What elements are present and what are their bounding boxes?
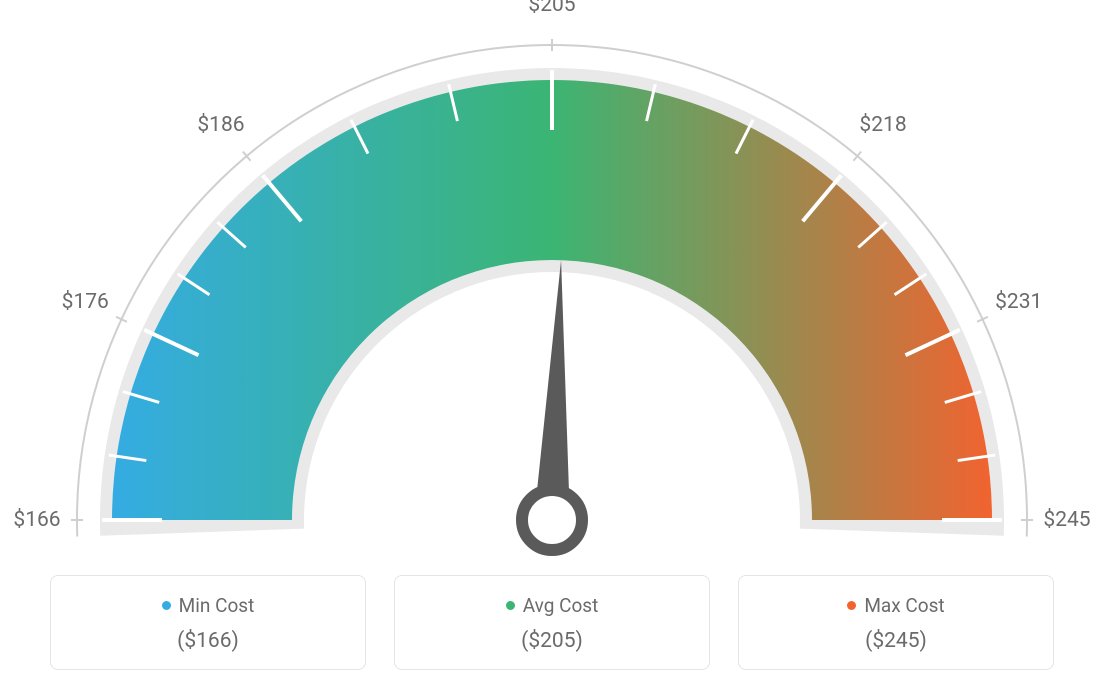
min-cost-label: Min Cost [179,594,255,617]
max-cost-title: Max Cost [847,594,944,617]
gauge-chart: $166 $176 $186 $205 $218 $231 $245 [0,0,1104,550]
avg-cost-card: Avg Cost ($205) [394,575,710,670]
avg-cost-title: Avg Cost [506,594,599,617]
avg-cost-value: ($205) [405,629,699,653]
gauge-svg [0,0,1104,560]
min-cost-title: Min Cost [162,594,255,617]
max-cost-value: ($245) [749,629,1043,653]
gauge-tick-label: $231 [995,290,1042,314]
cost-summary-cards: Min Cost ($166) Avg Cost ($205) Max Cost… [50,575,1054,670]
min-cost-value: ($166) [61,629,355,653]
min-cost-card: Min Cost ($166) [50,575,366,670]
max-cost-dot [847,601,856,610]
gauge-tick-label: $176 [62,290,109,314]
gauge-tick-label: $205 [528,0,575,17]
min-cost-dot [162,601,171,610]
gauge-tick-label: $218 [859,113,906,137]
max-cost-label: Max Cost [864,594,944,617]
avg-cost-dot [506,601,515,610]
gauge-tick-label: $166 [13,508,60,532]
max-cost-card: Max Cost ($245) [738,575,1054,670]
gauge-tick-label: $245 [1043,508,1090,532]
gauge-tick-label: $186 [197,113,244,137]
avg-cost-label: Avg Cost [523,594,599,617]
